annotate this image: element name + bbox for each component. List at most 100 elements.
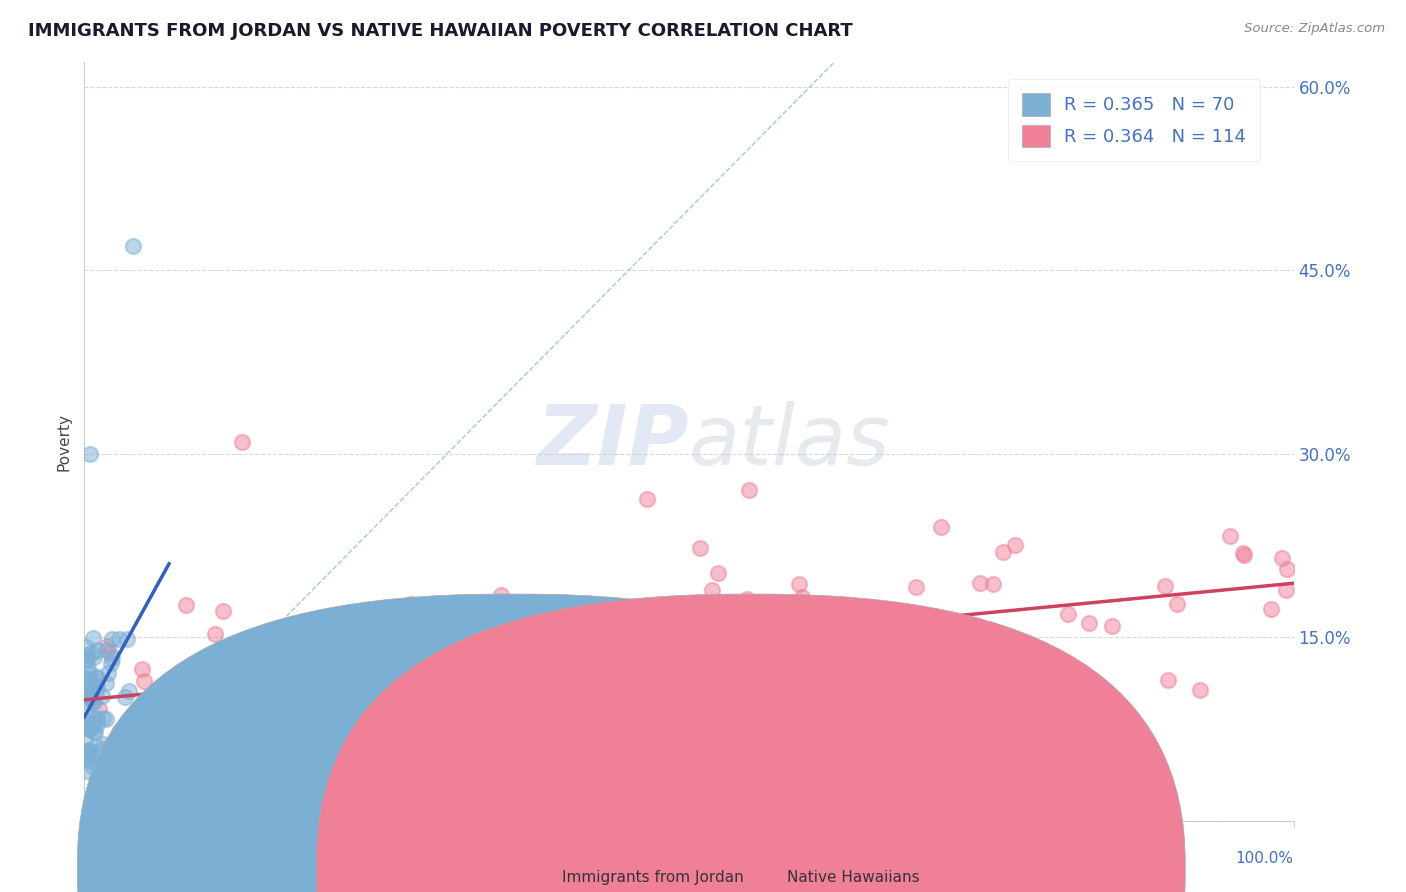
Point [75, 651, 97, 665]
Point [1219, 529, 1241, 543]
Point [76, 653, 98, 667]
Text: 0.0%: 0.0% [84, 851, 124, 866]
Point [737, 668, 759, 682]
Point [129, 740, 152, 755]
Point [80, 675, 103, 690]
Point [1189, 683, 1212, 698]
Point [77, 685, 100, 699]
Point [90, 689, 112, 703]
Point [86, 716, 108, 731]
Point [451, 717, 474, 731]
Point [76, 764, 98, 779]
Point [76, 672, 98, 686]
Point [217, 740, 239, 755]
Point [239, 705, 262, 719]
Point [114, 690, 136, 705]
Point [412, 620, 434, 634]
Point [637, 623, 659, 637]
Text: Immigrants from Jordan: Immigrants from Jordan [562, 870, 744, 885]
Point [260, 702, 283, 716]
Point [82, 695, 104, 709]
Text: ZIP: ZIP [536, 401, 689, 482]
Point [209, 732, 232, 747]
Point [425, 659, 447, 673]
Point [86, 670, 108, 684]
Point [494, 677, 516, 691]
Point [179, 676, 201, 690]
Point [124, 730, 146, 744]
Point [240, 681, 263, 695]
Point [79, 717, 101, 731]
Point [972, 640, 994, 655]
Point [555, 656, 578, 670]
Point [100, 656, 122, 670]
Point [733, 669, 755, 683]
Point [75, 648, 97, 663]
Point [115, 751, 138, 765]
Point [610, 648, 633, 663]
Point [401, 598, 423, 612]
Legend: R = 0.365   N = 70, R = 0.364   N = 114: R = 0.365 N = 70, R = 0.364 N = 114 [1008, 79, 1260, 161]
Point [969, 575, 991, 590]
Point [77, 747, 100, 761]
Point [678, 630, 700, 644]
Point [83, 723, 105, 738]
Point [82, 646, 104, 660]
Point [957, 641, 980, 656]
Point [155, 691, 177, 706]
Point [1154, 579, 1177, 593]
Point [787, 577, 810, 591]
Point [121, 239, 143, 253]
Point [82, 631, 104, 645]
Point [506, 706, 529, 720]
Point [699, 679, 721, 693]
Point [96, 643, 118, 657]
Point [935, 676, 957, 690]
Point [884, 683, 907, 698]
Point [83, 695, 105, 709]
Point [75, 713, 97, 727]
Point [824, 655, 846, 669]
Point [1232, 545, 1254, 559]
Point [449, 653, 471, 667]
Point [904, 580, 927, 594]
Point [585, 627, 607, 641]
Point [735, 591, 758, 606]
Point [502, 619, 524, 633]
Point [540, 710, 562, 724]
Point [79, 667, 101, 681]
Point [97, 666, 120, 681]
Text: 100.0%: 100.0% [1236, 851, 1294, 866]
Point [87, 701, 110, 715]
Point [307, 634, 329, 648]
Point [860, 666, 883, 681]
Point [510, 665, 533, 679]
Point [550, 687, 572, 701]
Point [93, 741, 115, 756]
Point [75, 732, 97, 747]
Point [98, 646, 121, 660]
Point [489, 588, 512, 602]
Point [75, 640, 97, 655]
Point [80, 687, 103, 701]
Point [108, 632, 131, 647]
Point [86, 671, 108, 685]
Point [198, 681, 221, 695]
Point [957, 675, 980, 690]
Point [1233, 548, 1256, 562]
Point [77, 662, 100, 676]
Point [264, 628, 287, 642]
Point [636, 492, 658, 507]
Point [1077, 616, 1099, 631]
Point [86, 681, 108, 695]
Point [84, 685, 107, 699]
Point [101, 632, 124, 647]
Point [77, 690, 100, 705]
Point [91, 711, 114, 725]
Point [641, 618, 664, 632]
Point [1056, 607, 1078, 621]
Point [204, 627, 226, 641]
Point [740, 702, 762, 716]
Point [211, 700, 233, 714]
Point [1166, 598, 1188, 612]
